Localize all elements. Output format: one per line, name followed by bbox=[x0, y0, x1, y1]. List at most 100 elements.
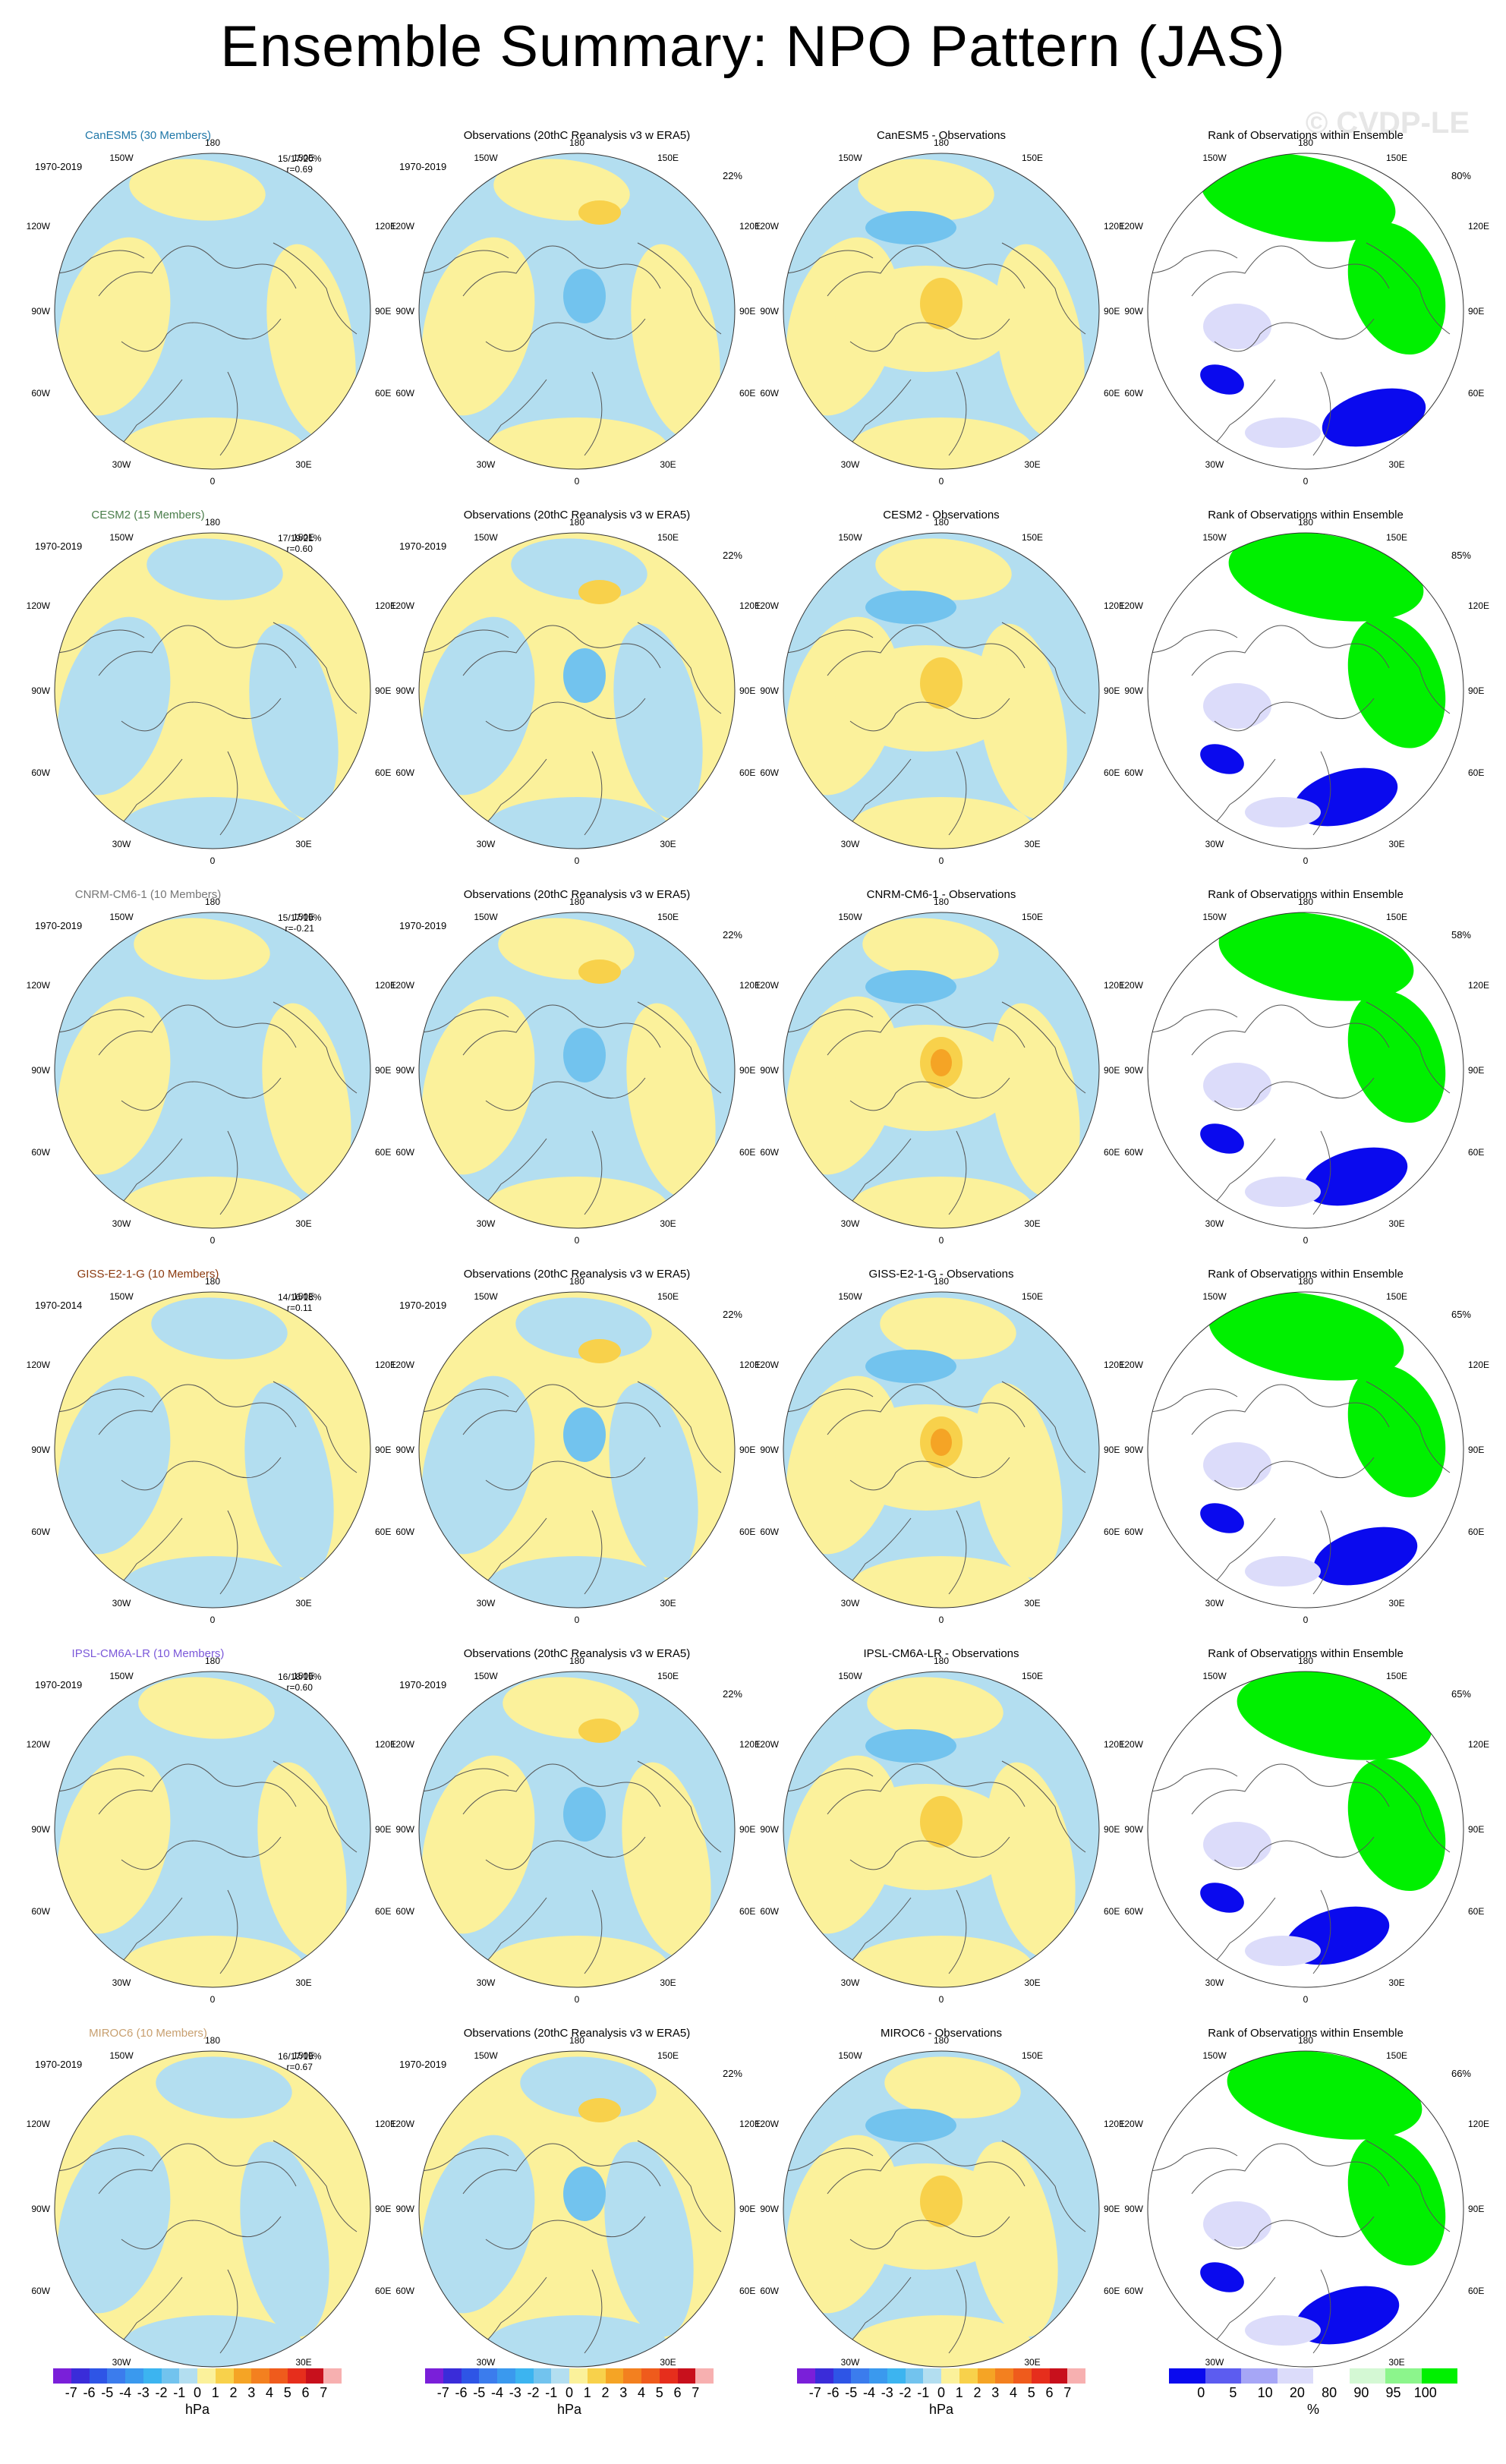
colorbar-tick: 95 bbox=[1385, 2385, 1401, 2400]
lon-label-br: 30E bbox=[295, 459, 311, 470]
lon-label-bottom: 0 bbox=[939, 855, 944, 866]
lon-label-tr: 150E bbox=[293, 912, 314, 922]
pattern-correlation: r=-0.21 bbox=[285, 923, 314, 934]
colorbar-swatch bbox=[623, 2368, 641, 2384]
map-panel-rank-4: 180 150W 150E 120W 120E 90W 90E 60W 60E 30W 30E 0 Ra… bbox=[1120, 1252, 1489, 1632]
colorbar-swatch bbox=[197, 2368, 216, 2384]
lon-label-br: 30E bbox=[295, 1977, 311, 1988]
period-label: 1970-2019 bbox=[399, 920, 447, 931]
lon-label-ur: 120E bbox=[739, 980, 761, 991]
colorbar-tick: 2 bbox=[601, 2385, 610, 2400]
panel-title: Observations (20thC Reanalysis v3 w ERA5… bbox=[463, 1647, 691, 1660]
lon-label-tl: 150W bbox=[838, 1671, 862, 1681]
map-panel-diff-1: 180 150W 150E 120W 120E 90W 90E 60W 60E 30W 30E 0 Ca… bbox=[755, 114, 1125, 493]
colorbar-swatch bbox=[995, 2368, 1013, 2384]
map-panel-obs-6: 180150W150E120W120E90W90E60W60E30W30E0Ob… bbox=[391, 2012, 761, 2391]
colorbar-swatch bbox=[89, 2368, 108, 2384]
lon-label-lr: 60E bbox=[375, 767, 391, 778]
lon-label-mr: 90E bbox=[739, 685, 755, 696]
lon-label-lr: 60E bbox=[1104, 388, 1120, 399]
lon-label-ml: 90W bbox=[760, 1065, 779, 1076]
colorbar-tick: -1 bbox=[173, 2385, 186, 2400]
lon-label-ll: 60W bbox=[1124, 1147, 1143, 1158]
lon-label-bottom: 0 bbox=[939, 1994, 944, 2005]
lon-label-ur: 120E bbox=[1104, 980, 1125, 991]
lon-label-top: 180 bbox=[205, 1656, 220, 1666]
lon-label-bl: 30W bbox=[477, 1598, 496, 1609]
lon-label-lr: 60E bbox=[1104, 2286, 1120, 2296]
lon-label-bottom: 0 bbox=[939, 1235, 944, 1246]
lon-label-bl: 30W bbox=[1205, 839, 1224, 849]
colorbar-tick: 0 bbox=[937, 2385, 946, 2400]
lon-label-ur: 120E bbox=[739, 221, 761, 232]
lon-label-ml: 90W bbox=[395, 1065, 414, 1076]
colorbar-swatch bbox=[677, 2368, 696, 2384]
colorbar-hpa-2: -7 -6 -5 -4 -3 -2 -1 0 1 2 3 4 5 6 7 hPa bbox=[425, 2368, 714, 2444]
lon-label-lr: 60E bbox=[1468, 1147, 1484, 1158]
lon-label-ll: 60W bbox=[1124, 767, 1143, 778]
colorbar-tick: -7 bbox=[436, 2385, 449, 2400]
explained-variance: 22% bbox=[722, 2068, 742, 2079]
map-panel-model-4: 180 150W 150E 120W 120E 90W 90E 60W 60E 30W 30E 0 GI… bbox=[27, 1252, 396, 1632]
lon-label-top: 180 bbox=[569, 517, 584, 528]
panel-title: Rank of Observations within Ensemble bbox=[1208, 2027, 1404, 2040]
explained-variance: 22% bbox=[722, 170, 742, 181]
lon-label-br: 30E bbox=[1388, 1977, 1404, 1988]
lon-label-lr: 60E bbox=[375, 1527, 391, 1537]
map-panel-rank-5: 180 150W 150E 120W 120E 90W 90E 60W 60E 30W 30E 0 Ra… bbox=[1120, 1632, 1489, 2012]
lon-label-top: 180 bbox=[1298, 517, 1313, 528]
map-panel-rank-6: 180150W150E120W120E90W90E60W60E30W30E0Ra… bbox=[1120, 2012, 1489, 2391]
lon-label-ul: 120W bbox=[755, 1360, 780, 1370]
lon-label-lr: 60E bbox=[1468, 1527, 1484, 1537]
lon-label-tl: 150W bbox=[838, 153, 862, 163]
lon-label-bottom: 0 bbox=[210, 1994, 216, 2005]
lon-label-ur: 120E bbox=[1104, 2119, 1125, 2129]
lon-label-tr: 150E bbox=[1022, 1291, 1043, 1302]
colorbar-swatch bbox=[1241, 2368, 1278, 2384]
colorbar-tick: 90 bbox=[1353, 2385, 1369, 2400]
lon-label-ul: 120W bbox=[755, 600, 780, 611]
lon-label-ur: 120E bbox=[1468, 980, 1489, 991]
lon-label-ur: 120E bbox=[739, 2119, 761, 2129]
colorbar-units: hPa bbox=[556, 2402, 582, 2417]
colorbar-swatch bbox=[659, 2368, 678, 2384]
lon-label-mr: 90E bbox=[375, 685, 391, 696]
pattern-correlation: r=0.69 bbox=[286, 164, 313, 175]
lon-label-ul: 120W bbox=[391, 600, 415, 611]
lon-label-bottom: 0 bbox=[210, 1235, 216, 1246]
lon-label-bl: 30W bbox=[112, 1598, 131, 1609]
lon-label-ur: 120E bbox=[1104, 1739, 1125, 1750]
lon-label-bl: 30W bbox=[1205, 1977, 1224, 1988]
lon-label-bottom: 0 bbox=[1303, 1615, 1309, 1625]
explained-variance: 22% bbox=[722, 929, 742, 941]
panel-title: GISS-E2-1-G - Observations bbox=[868, 1268, 1014, 1281]
lon-label-ur: 120E bbox=[375, 221, 396, 232]
lon-label-br: 30E bbox=[660, 839, 676, 849]
lon-label-tl: 150W bbox=[474, 912, 498, 922]
colorbar-tick: 3 bbox=[619, 2385, 628, 2400]
lon-label-top: 180 bbox=[934, 1656, 949, 1666]
lon-label-ml: 90W bbox=[31, 685, 50, 696]
lon-label-mr: 90E bbox=[739, 2204, 755, 2214]
lon-label-mr: 90E bbox=[375, 2204, 391, 2214]
lon-label-top: 180 bbox=[569, 1276, 584, 1287]
lon-label-tr: 150E bbox=[1386, 153, 1407, 163]
lon-label-bottom: 0 bbox=[210, 1615, 216, 1625]
lon-label-mr: 90E bbox=[1104, 1065, 1120, 1076]
lon-label-ml: 90W bbox=[1124, 1065, 1143, 1076]
colorbar-tick: -6 bbox=[827, 2385, 840, 2400]
lon-label-lr: 60E bbox=[739, 388, 755, 399]
panel-title: MIROC6 - Observations bbox=[880, 2027, 1003, 2040]
lon-label-ll: 60W bbox=[760, 388, 779, 399]
lon-label-ll: 60W bbox=[31, 388, 50, 399]
colorbar-tick: 2 bbox=[973, 2385, 981, 2400]
colorbar-swatch bbox=[1031, 2368, 1050, 2384]
lon-label-ur: 120E bbox=[375, 980, 396, 991]
lon-label-ul: 120W bbox=[1120, 600, 1144, 611]
lon-label-ur: 120E bbox=[1104, 221, 1125, 232]
lon-label-ul: 120W bbox=[391, 980, 415, 991]
panel-title: Observations (20thC Reanalysis v3 w ERA5… bbox=[463, 129, 691, 142]
lon-label-mr: 90E bbox=[375, 306, 391, 317]
pattern-correlation: r=0.11 bbox=[286, 1303, 313, 1313]
colorbar-tick: -1 bbox=[917, 2385, 930, 2400]
